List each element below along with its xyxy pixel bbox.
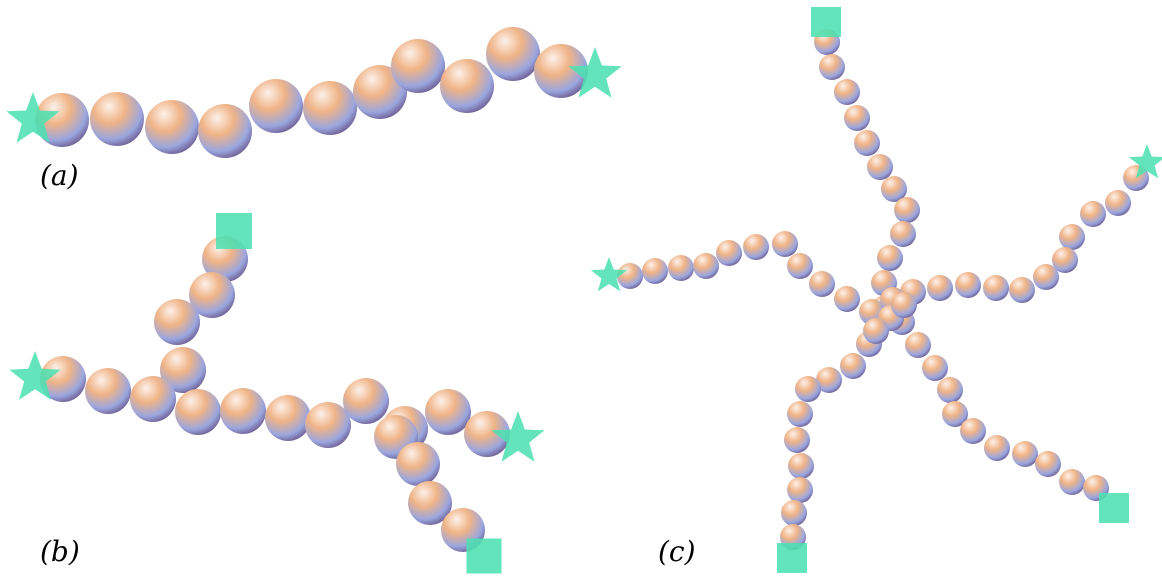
bead (90, 92, 144, 146)
bead (440, 59, 494, 113)
bead (693, 253, 719, 279)
bead (145, 100, 199, 154)
bead (772, 231, 798, 257)
square-end-marker (811, 7, 841, 37)
bead (1059, 224, 1085, 250)
bead (787, 477, 813, 503)
bead (464, 411, 510, 457)
star-end-marker (9, 351, 61, 400)
bead (905, 332, 931, 358)
bead (960, 418, 986, 444)
square-end-marker (216, 213, 252, 249)
bead (35, 93, 89, 147)
bead (249, 79, 303, 133)
bead (955, 272, 981, 298)
bead (1080, 201, 1106, 227)
bead (784, 427, 810, 453)
bead (942, 401, 968, 427)
bead (425, 389, 471, 435)
star-end-marker (568, 47, 622, 98)
bead (1059, 469, 1085, 495)
panel-b-branched-chain (9, 213, 545, 574)
bead (983, 275, 1009, 301)
bead (787, 253, 813, 279)
bead (1105, 190, 1131, 216)
square-end-marker (1099, 493, 1129, 523)
bead (867, 154, 893, 180)
bead (927, 275, 953, 301)
bead (189, 272, 235, 318)
bead (819, 54, 845, 80)
bead (890, 221, 916, 247)
bead (788, 453, 814, 479)
bead (1052, 247, 1078, 273)
panel-label-b: (b) (40, 535, 80, 568)
bead (816, 367, 842, 393)
bead (781, 500, 807, 526)
bead (840, 353, 866, 379)
bead (1009, 277, 1035, 303)
bead (40, 356, 86, 402)
bead (743, 234, 769, 260)
bead (154, 299, 200, 345)
bead (834, 79, 860, 105)
square-end-marker (777, 543, 807, 573)
bead (391, 39, 445, 93)
star-end-marker (491, 411, 545, 462)
bead (343, 378, 389, 424)
bead (408, 481, 452, 525)
bead (130, 376, 176, 422)
bead (160, 347, 206, 393)
star-end-marker (590, 257, 628, 292)
bead (303, 81, 357, 135)
bead (353, 65, 407, 119)
bead (1035, 451, 1061, 477)
bead (984, 435, 1010, 461)
bead (877, 245, 903, 271)
bead (642, 258, 668, 284)
bead (844, 105, 870, 131)
panel-a-linear-chain (6, 27, 622, 158)
bead (534, 44, 588, 98)
bead (198, 104, 252, 158)
bead (787, 401, 813, 427)
bead (305, 402, 351, 448)
bead (220, 388, 266, 434)
bead (922, 355, 948, 381)
bead (175, 389, 221, 435)
bead (891, 292, 917, 318)
star-end-marker (6, 92, 60, 143)
bead (937, 377, 963, 403)
star-end-marker (1128, 144, 1162, 179)
bead (863, 318, 889, 344)
bead (881, 176, 907, 202)
bead (668, 255, 694, 281)
bead (716, 240, 742, 266)
panel-label-a: (a) (40, 159, 79, 192)
bead (795, 376, 821, 402)
bead (486, 27, 540, 81)
panel-label-c: (c) (658, 535, 696, 568)
bead (265, 395, 311, 441)
bead (85, 368, 131, 414)
bead (617, 263, 643, 289)
panel-c-star-polymer (590, 7, 1162, 573)
bead (894, 197, 920, 223)
bead (1033, 264, 1059, 290)
bead (834, 286, 860, 312)
bead (809, 271, 835, 297)
square-end-marker (466, 538, 502, 574)
bead (1012, 441, 1038, 467)
bead (854, 130, 880, 156)
bead (396, 442, 440, 486)
